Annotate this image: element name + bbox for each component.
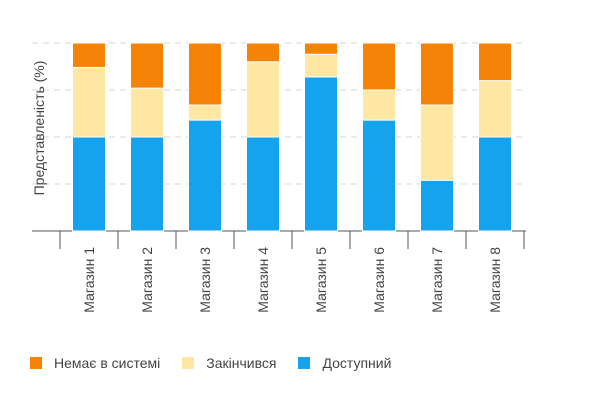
bar-segment bbox=[188, 104, 222, 121]
x-tick-label: Магазин 3 bbox=[197, 247, 213, 313]
bar-segment bbox=[72, 42, 106, 68]
x-tick-label: Магазин 7 bbox=[429, 247, 445, 313]
bar-segment bbox=[130, 42, 164, 89]
bar-segment bbox=[362, 42, 396, 91]
bar-segment bbox=[362, 89, 396, 121]
bar-segment bbox=[188, 42, 222, 106]
legend-label-available: Доступний bbox=[322, 355, 392, 371]
bar-segment bbox=[304, 42, 338, 55]
x-tick-label: Магазин 8 bbox=[487, 247, 503, 313]
bar-segment bbox=[72, 66, 106, 138]
y-axis-title: Представленість (%) bbox=[31, 61, 47, 196]
bar-segment bbox=[420, 179, 454, 232]
bar-segment bbox=[188, 119, 222, 232]
bar-segment bbox=[478, 80, 512, 138]
bar-segment bbox=[304, 53, 338, 78]
legend: Немає в системі Закінчився Доступний bbox=[30, 352, 413, 374]
bar-segment bbox=[246, 42, 280, 63]
bar-segment bbox=[420, 42, 454, 106]
bar-segment bbox=[72, 136, 106, 232]
bar-segment bbox=[420, 104, 454, 181]
bar-segment bbox=[246, 61, 280, 138]
x-tick-label: Магазин 5 bbox=[313, 247, 329, 313]
legend-item-not-in-system[interactable]: Немає в системі bbox=[30, 355, 160, 371]
x-axis: Магазин 1 Магазин 2 Магазин 3 Магазин 4 Мага… bbox=[59, 231, 525, 313]
bar-segment bbox=[130, 136, 164, 232]
x-tick-label: Магазин 2 bbox=[139, 247, 155, 313]
legend-label-not-in-system: Немає в системі bbox=[54, 355, 161, 371]
legend-item-out-of-stock[interactable]: Закінчився bbox=[182, 355, 276, 371]
legend-swatch-out-of-stock bbox=[182, 357, 195, 369]
x-tick-label: Магазин 4 bbox=[255, 247, 271, 313]
bar-segment bbox=[478, 42, 512, 82]
bar-segment bbox=[304, 76, 338, 232]
x-tick-label: Магазин 6 bbox=[371, 247, 387, 313]
bar-segment bbox=[246, 136, 280, 232]
x-tick-label: Магазин 1 bbox=[81, 247, 97, 313]
legend-label-out-of-stock: Закінчився bbox=[206, 355, 277, 371]
bar-segment bbox=[478, 136, 512, 232]
legend-swatch-available bbox=[298, 357, 311, 369]
bar-segment bbox=[362, 119, 396, 232]
bars bbox=[72, 42, 512, 232]
legend-swatch-not-in-system bbox=[30, 357, 42, 369]
legend-item-available[interactable]: Доступний bbox=[298, 355, 391, 371]
bar-segment bbox=[130, 87, 164, 138]
